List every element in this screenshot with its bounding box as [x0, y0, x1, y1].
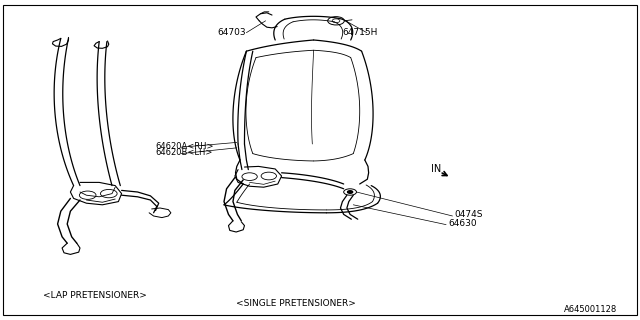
Text: 64620B<LH>: 64620B<LH>: [155, 148, 212, 157]
Text: IN: IN: [431, 164, 441, 174]
Text: <LAP PRETENSIONER>: <LAP PRETENSIONER>: [43, 292, 147, 300]
Text: 64715H: 64715H: [342, 28, 378, 37]
Text: A645001128: A645001128: [564, 305, 618, 314]
Circle shape: [348, 191, 353, 193]
Text: 64630: 64630: [448, 219, 477, 228]
Text: 0474S: 0474S: [454, 210, 483, 219]
Text: <SINGLE PRETENSIONER>: <SINGLE PRETENSIONER>: [236, 300, 356, 308]
Text: 64703: 64703: [218, 28, 246, 37]
Text: 64620A<RH>: 64620A<RH>: [155, 142, 213, 151]
